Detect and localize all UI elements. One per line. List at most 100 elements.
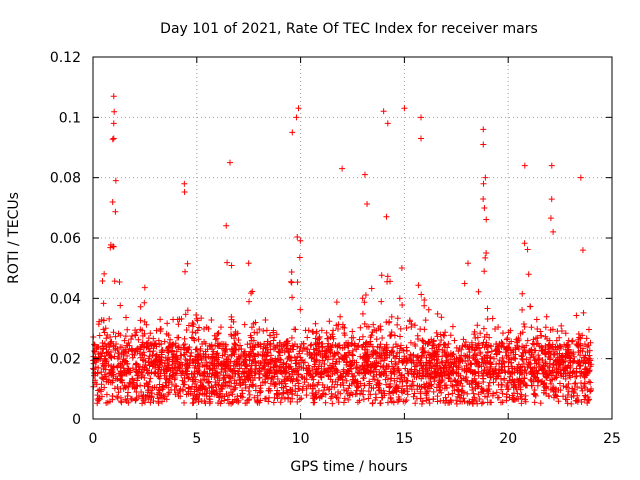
data-point: [390, 399, 397, 406]
data-point: [521, 240, 528, 247]
y-tick-label: 0.12: [50, 50, 81, 66]
data-point: [241, 348, 248, 355]
data-point: [514, 337, 521, 344]
data-point: [583, 335, 590, 342]
data-point: [205, 379, 212, 386]
data-point: [496, 349, 503, 356]
data-point: [118, 377, 125, 384]
data-point: [482, 254, 489, 261]
data-point: [114, 383, 121, 390]
data-point: [303, 346, 310, 353]
data-point: [387, 278, 394, 285]
data-point: [239, 379, 246, 386]
data-point: [364, 353, 371, 360]
data-point: [129, 365, 136, 372]
data-point: [225, 372, 232, 379]
data-point: [238, 361, 245, 368]
data-point: [396, 295, 403, 302]
data-point: [277, 368, 284, 375]
data-point: [181, 180, 188, 187]
data-point: [319, 340, 326, 347]
data-point: [391, 332, 398, 339]
data-point: [128, 380, 135, 387]
data-point: [415, 282, 422, 289]
x-tick-label: 5: [192, 431, 201, 447]
data-point: [189, 320, 196, 327]
data-point: [173, 354, 180, 361]
data-point: [308, 341, 315, 348]
data-point: [276, 340, 283, 347]
data-point: [585, 378, 592, 385]
data-point: [532, 375, 539, 382]
data-point: [248, 324, 255, 331]
data-point: [172, 391, 179, 398]
x-tick-label: 20: [499, 431, 517, 447]
data-point: [511, 355, 518, 362]
data-point: [556, 350, 563, 357]
data-point: [493, 389, 500, 396]
data-point: [287, 398, 294, 405]
data-point: [481, 358, 488, 365]
data-point: [421, 302, 428, 309]
data-point: [422, 384, 429, 391]
data-point: [231, 367, 238, 374]
data-point: [164, 360, 171, 367]
data-point: [212, 336, 219, 343]
data-point: [487, 359, 494, 366]
data-point: [438, 378, 445, 385]
data-point: [371, 376, 378, 383]
data-point: [582, 392, 589, 399]
data-point: [224, 353, 231, 360]
data-point: [518, 353, 525, 360]
data-point: [481, 268, 488, 275]
data-point: [541, 379, 548, 386]
data-point: [373, 336, 380, 343]
data-point: [563, 342, 570, 349]
data-point: [457, 358, 464, 365]
data-point: [262, 370, 269, 377]
data-point: [414, 354, 421, 361]
data-point: [359, 295, 366, 302]
data-point: [475, 359, 482, 366]
data-point: [246, 391, 253, 398]
data-point: [235, 337, 242, 344]
data-point: [554, 328, 561, 335]
data-point: [309, 390, 316, 397]
data-point: [438, 314, 445, 321]
data-point: [292, 326, 299, 333]
data-point: [99, 350, 106, 357]
data-point: [312, 320, 319, 327]
data-point: [196, 363, 203, 370]
data-point: [459, 398, 466, 405]
data-point: [329, 341, 336, 348]
data-point: [445, 340, 452, 347]
data-point: [341, 344, 348, 351]
data-point: [412, 343, 419, 350]
data-point: [355, 342, 362, 349]
data-point: [110, 329, 117, 336]
data-point: [510, 383, 517, 390]
data-point: [392, 361, 399, 368]
data-point: [173, 370, 180, 377]
data-point: [190, 399, 197, 406]
data-point: [96, 332, 103, 339]
data-point: [403, 324, 410, 331]
data-point: [542, 367, 549, 374]
data-point: [268, 374, 275, 381]
data-point: [384, 273, 391, 280]
data-point: [454, 393, 461, 400]
data-point: [224, 259, 231, 266]
data-point: [316, 359, 323, 366]
data-point: [211, 357, 218, 364]
data-point: [530, 353, 537, 360]
data-point: [574, 383, 581, 390]
data-point: [156, 381, 163, 388]
data-point: [228, 383, 235, 390]
data-point: [292, 365, 299, 372]
data-point: [499, 382, 506, 389]
data-point: [580, 309, 587, 316]
data-point: [111, 278, 118, 285]
data-point: [366, 380, 373, 387]
data-point: [141, 284, 148, 291]
data-point: [461, 342, 468, 349]
